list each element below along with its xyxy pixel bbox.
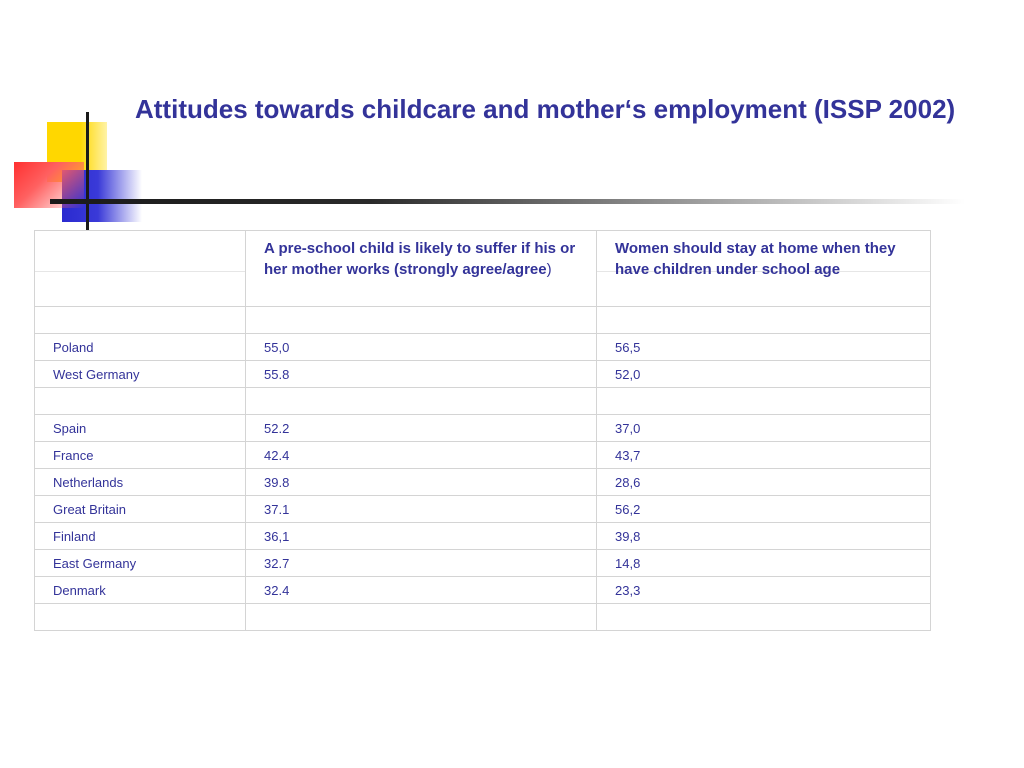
cell-women-stay-home: 56,2 <box>596 495 931 523</box>
cell-child-suffers: 55,0 <box>245 333 597 361</box>
cell-country: Poland <box>34 333 246 361</box>
cell-child-suffers: 37.1 <box>245 495 597 523</box>
cell-country: East Germany <box>34 549 246 577</box>
table-row: Netherlands 39.8 28,6 <box>34 468 931 496</box>
cell-women-stay-home: 23,3 <box>596 576 931 604</box>
cell-country <box>34 387 246 415</box>
table-row: West Germany 55.8 52,0 <box>34 360 931 388</box>
cell-women-stay-home <box>596 603 931 631</box>
cell-child-suffers: 36,1 <box>245 522 597 550</box>
title-underline <box>50 199 965 204</box>
slide-title: Attitudes towards childcare and mother‘s… <box>135 94 956 124</box>
table-row: Denmark 32.4 23,3 <box>34 576 931 604</box>
cell-country: Finland <box>34 522 246 550</box>
cell-women-stay-home: 43,7 <box>596 441 931 469</box>
table-row: France 42.4 43,7 <box>34 441 931 469</box>
cell-child-suffers <box>245 306 597 334</box>
cell-women-stay-home <box>596 306 931 334</box>
cell-country: Spain <box>34 414 246 442</box>
cell-women-stay-home: 28,6 <box>596 468 931 496</box>
table-row: Spain 52.2 37,0 <box>34 414 931 442</box>
cell-child-suffers: 55.8 <box>245 360 597 388</box>
cell-child-suffers: 39.8 <box>245 468 597 496</box>
cell-women-stay-home: 37,0 <box>596 414 931 442</box>
cell-country: France <box>34 441 246 469</box>
cell-country <box>34 306 246 334</box>
header-child-suffers-text: A pre-school child is likely to suffer i… <box>264 240 576 278</box>
table-header-row: A pre-school child is likely to suffer i… <box>34 230 931 307</box>
cell-women-stay-home <box>596 387 931 415</box>
cell-country: Denmark <box>34 576 246 604</box>
table-row: Poland 55,0 56,5 <box>34 333 931 361</box>
header-cell-child-suffers: A pre-school child is likely to suffer i… <box>245 230 597 307</box>
logo-vertical-line <box>86 112 89 230</box>
attitudes-table: A pre-school child is likely to suffer i… <box>34 230 931 631</box>
cell-country: Great Britain <box>34 495 246 523</box>
table-row <box>34 306 931 334</box>
cell-child-suffers <box>245 387 597 415</box>
cell-child-suffers: 52.2 <box>245 414 597 442</box>
header-cell-country <box>34 230 246 307</box>
cell-country: West Germany <box>34 360 246 388</box>
cell-country <box>34 603 246 631</box>
cell-child-suffers: 42.4 <box>245 441 597 469</box>
cell-women-stay-home: 14,8 <box>596 549 931 577</box>
table-row: Great Britain 37.1 56,2 <box>34 495 931 523</box>
cell-women-stay-home: 39,8 <box>596 522 931 550</box>
header-cell-women-stay-home: Women should stay at home when they have… <box>596 230 931 307</box>
cell-child-suffers <box>245 603 597 631</box>
table-row <box>34 387 931 415</box>
header-close-paren: ) <box>546 261 552 278</box>
cell-women-stay-home: 56,5 <box>596 333 931 361</box>
table-row <box>34 603 931 631</box>
table-row: Finland 36,1 39,8 <box>34 522 931 550</box>
cell-country: Netherlands <box>34 468 246 496</box>
cell-child-suffers: 32.4 <box>245 576 597 604</box>
cell-child-suffers: 32.7 <box>245 549 597 577</box>
table-row: East Germany 32.7 14,8 <box>34 549 931 577</box>
cell-women-stay-home: 52,0 <box>596 360 931 388</box>
